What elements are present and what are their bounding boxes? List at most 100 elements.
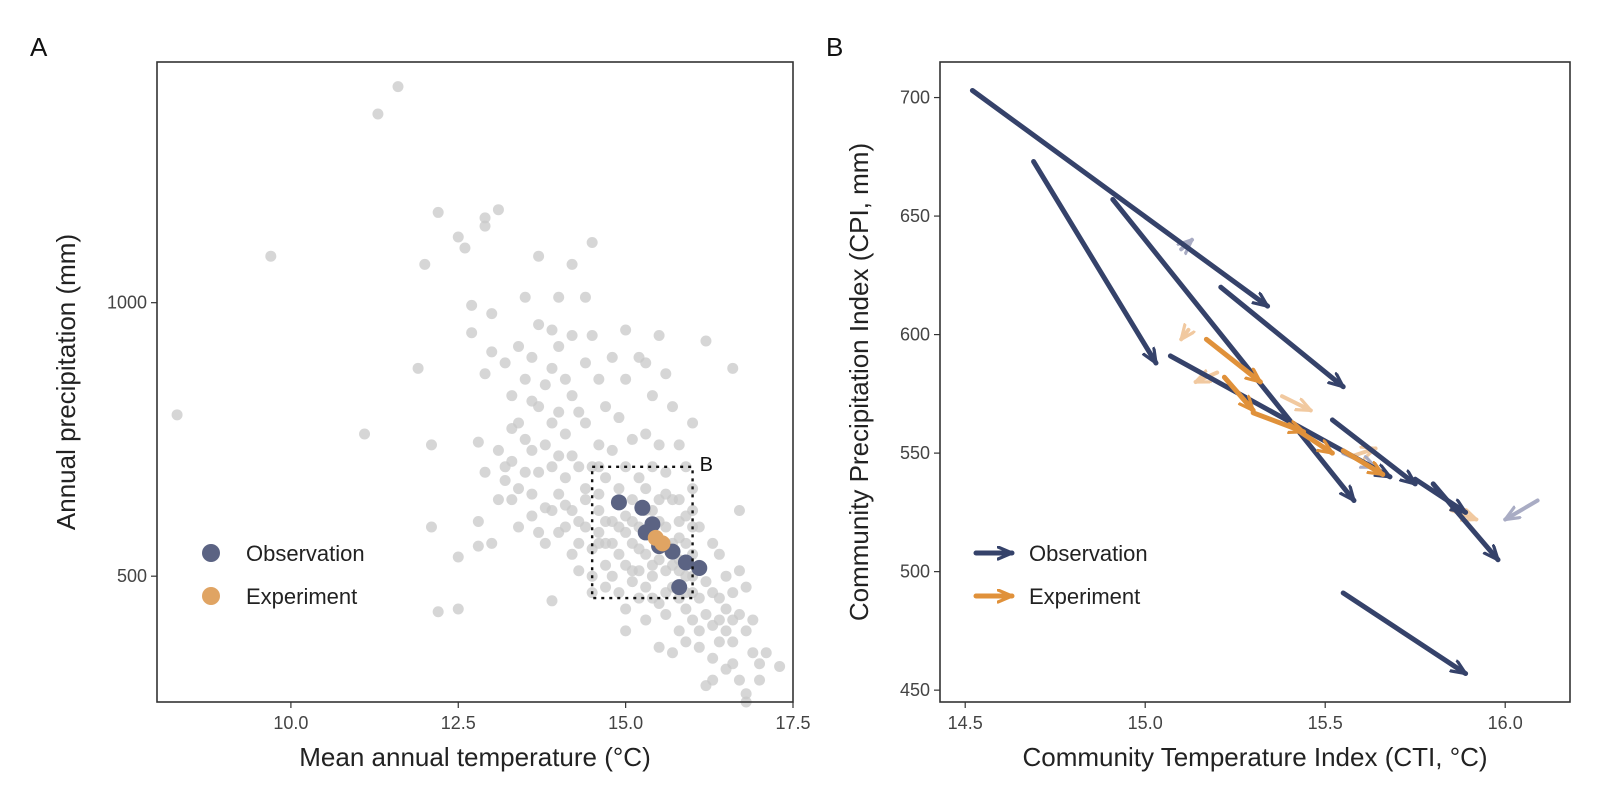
legend-a-observation-swatch xyxy=(202,544,220,562)
x-tick-label: 15.0 xyxy=(1128,713,1163,733)
background-site-point xyxy=(553,526,565,538)
background-site-point xyxy=(506,494,518,506)
x-tick-label: 15.0 xyxy=(608,713,643,733)
experiment-arrow xyxy=(1340,448,1386,477)
background-site-point xyxy=(573,537,585,549)
background-site-point xyxy=(600,401,612,413)
inset-rectangle xyxy=(590,465,694,600)
background-site-point xyxy=(680,461,692,473)
background-site-point xyxy=(559,373,571,385)
background-site-point xyxy=(733,565,745,577)
inset-label: B xyxy=(700,454,713,476)
background-site-point xyxy=(606,351,618,363)
observation-arrow xyxy=(1340,590,1469,677)
background-site-point xyxy=(660,368,672,380)
panel-b-x-axis-title: Community Temperature Index (CTI, °C) xyxy=(1022,742,1487,772)
background-site-point xyxy=(513,340,525,352)
background-site-point xyxy=(660,466,672,478)
background-site-point xyxy=(646,559,658,571)
background-site-point xyxy=(573,565,585,577)
background-site-point xyxy=(579,494,591,506)
background-site-point xyxy=(432,606,444,618)
background-site-point xyxy=(700,335,712,347)
background-site-point xyxy=(425,439,437,451)
legend-a-experiment-label: Experiment xyxy=(246,584,357,609)
background-site-point xyxy=(171,409,183,421)
background-site-point xyxy=(513,521,525,533)
observation-site-point xyxy=(677,554,694,571)
background-site-point xyxy=(539,379,551,391)
background-site-point xyxy=(593,505,605,517)
x-tick-label: 16.0 xyxy=(1488,713,1523,733)
background-site-point xyxy=(412,362,424,374)
background-site-point xyxy=(606,444,618,456)
panel-b-frame xyxy=(939,61,1571,703)
background-site-point xyxy=(680,510,692,522)
background-site-point xyxy=(620,625,632,637)
background-site-point xyxy=(660,488,672,500)
background-site-point xyxy=(566,390,578,402)
background-site-point xyxy=(740,625,752,637)
background-site-point xyxy=(486,346,498,358)
observation-arrow xyxy=(969,87,1271,309)
background-site-point xyxy=(546,595,558,607)
background-site-point xyxy=(754,658,766,670)
background-site-point xyxy=(626,576,638,588)
legend-a-observation-label: Observation xyxy=(246,541,365,566)
background-site-point xyxy=(533,526,545,538)
y-tick-label: 450 xyxy=(900,680,930,700)
background-site-point xyxy=(579,417,591,429)
background-site-point xyxy=(593,461,605,473)
observation-arrow xyxy=(1329,417,1418,487)
observation-arrow xyxy=(1430,481,1501,563)
background-site-point xyxy=(586,237,598,249)
background-site-point xyxy=(673,532,685,544)
background-site-point xyxy=(733,674,745,686)
x-tick-label: 10.0 xyxy=(273,713,308,733)
background-site-point xyxy=(573,461,585,473)
panel-a: A B 10.0 12.5 15.0 17.5 500 1000 Mean annual … xyxy=(30,32,811,772)
background-site-point xyxy=(506,390,518,402)
background-site-point xyxy=(713,614,725,626)
legend-b-observation-label: Observation xyxy=(1029,541,1148,566)
background-site-point xyxy=(747,647,759,659)
background-site-point xyxy=(660,587,672,599)
background-site-point xyxy=(707,674,719,686)
background-site-point xyxy=(492,204,504,216)
background-site-point xyxy=(747,614,759,626)
background-site-point xyxy=(733,505,745,517)
background-site-point xyxy=(553,340,565,352)
background-site-point xyxy=(673,494,685,506)
background-site-point xyxy=(432,206,444,218)
background-site-point xyxy=(533,250,545,262)
y-tick-label: 600 xyxy=(900,325,930,345)
background-site-point xyxy=(479,466,491,478)
background-site-point xyxy=(472,436,484,448)
background-site-point xyxy=(600,581,612,593)
background-site-point xyxy=(620,603,632,615)
background-site-point xyxy=(707,537,719,549)
background-site-point xyxy=(452,231,464,243)
background-site-point xyxy=(713,592,725,604)
background-site-point xyxy=(566,258,578,270)
panel-b-arrows xyxy=(969,87,1540,677)
background-site-point xyxy=(513,417,525,429)
background-site-point xyxy=(606,570,618,582)
background-site-point xyxy=(265,250,277,262)
panel-a-letter: A xyxy=(30,32,48,62)
x-tick-label: 15.5 xyxy=(1308,713,1343,733)
background-site-point xyxy=(666,647,678,659)
x-tick-label: 12.5 xyxy=(441,713,476,733)
panel-a-ticks: 10.0 12.5 15.0 17.5 500 1000 xyxy=(107,293,811,733)
background-site-point xyxy=(727,636,739,648)
experiment-arrow xyxy=(1221,374,1256,413)
background-site-point xyxy=(653,439,665,451)
background-site-point xyxy=(653,641,665,653)
background-site-point xyxy=(372,108,384,120)
background-site-point xyxy=(653,598,665,610)
background-site-point xyxy=(633,592,645,604)
background-site-point xyxy=(559,499,571,511)
background-site-point xyxy=(486,308,498,320)
background-site-point xyxy=(740,581,752,593)
background-site-point xyxy=(546,417,558,429)
